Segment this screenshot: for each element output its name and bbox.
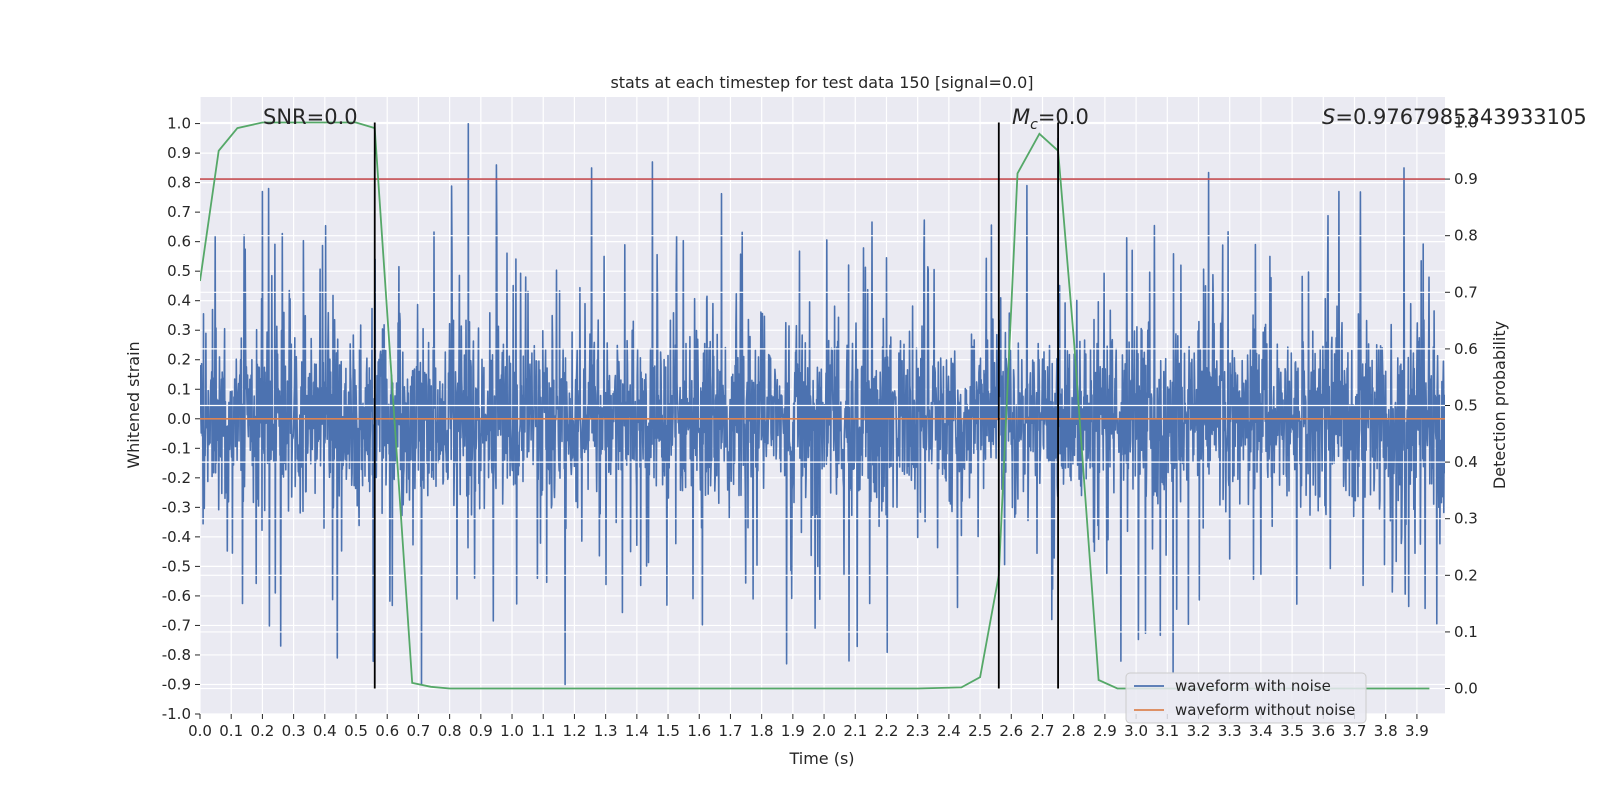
x-tick-label: 2.4 bbox=[937, 722, 961, 740]
y-tick-label: -0.3 bbox=[162, 498, 191, 516]
y-tick-label: 0.8 bbox=[167, 174, 191, 192]
x-tick-label: 3.6 bbox=[1311, 722, 1335, 740]
y-tick-label: 0.7 bbox=[167, 203, 191, 221]
x-tick-label: 2.8 bbox=[1062, 722, 1086, 740]
x-tick-label: 3.5 bbox=[1280, 722, 1304, 740]
y2-tick-label: 0.9 bbox=[1454, 170, 1478, 188]
y-tick-label: -0.5 bbox=[162, 557, 191, 575]
x-axis-ticks: 0.0 0.1 0.2 0.3 0.4 0.5 0.6 0.7 0.8 0.9 1.0 1.1 1.2 1… bbox=[188, 714, 1429, 740]
x-tick-label: 2.0 bbox=[812, 722, 836, 740]
vertical-markers bbox=[373, 122, 1059, 689]
series-waveform-with-noise bbox=[200, 122, 1445, 686]
y-tick-label: -0.4 bbox=[162, 528, 191, 546]
annotation-mc-sub: c bbox=[1030, 117, 1038, 133]
x-tick-label: 1.1 bbox=[531, 722, 555, 740]
y2-axis-ticks: 0.0 0.1 0.2 0.3 0.4 0.5 0.6 0.7 0.8 0.9 1.0 bbox=[1445, 113, 1478, 698]
x-tick-label: 1.7 bbox=[719, 722, 743, 740]
x-tick-label: 2.5 bbox=[968, 722, 992, 740]
y-tick-label: 0.0 bbox=[167, 410, 191, 428]
x-tick-label: 0.9 bbox=[469, 722, 493, 740]
y-axis-label: Whitened strain bbox=[124, 341, 143, 468]
annotation-s: S=0.9767985343933105 bbox=[1322, 105, 1587, 129]
y2-tick-label: 0.2 bbox=[1454, 566, 1478, 584]
x-tick-label: 1.0 bbox=[500, 722, 524, 740]
series-detection-probability bbox=[200, 121, 1430, 690]
y2-tick-label: 0.1 bbox=[1454, 623, 1478, 641]
x-tick-label: 0.3 bbox=[282, 722, 306, 740]
y-tick-label: 1.0 bbox=[167, 115, 191, 133]
x-tick-label: 3.3 bbox=[1218, 722, 1242, 740]
x-tick-label: 2.1 bbox=[843, 722, 867, 740]
x-tick-label: 3.1 bbox=[1155, 722, 1179, 740]
legend: waveform with noise waveform without noi… bbox=[1125, 672, 1367, 724]
y2-tick-label: 0.3 bbox=[1454, 510, 1478, 528]
x-tick-label: 3.9 bbox=[1405, 722, 1429, 740]
x-tick-label: 3.2 bbox=[1187, 722, 1211, 740]
x-tick-label: 0.6 bbox=[375, 722, 399, 740]
x-tick-label: 1.3 bbox=[594, 722, 618, 740]
x-tick-label: 0.1 bbox=[219, 722, 243, 740]
y2-tick-label: 0.6 bbox=[1454, 340, 1478, 358]
y2-axis-label: Detection probability bbox=[1490, 321, 1509, 489]
y-tick-label: 0.5 bbox=[167, 262, 191, 280]
y2-gridlines bbox=[200, 121, 1445, 690]
x-tick-label: 0.7 bbox=[406, 722, 430, 740]
y2-tick-label: 1.0 bbox=[1454, 113, 1478, 131]
x-tick-label: 2.3 bbox=[906, 722, 930, 740]
y-tick-label: 0.1 bbox=[167, 380, 191, 398]
x-axis-label: Time (s) bbox=[788, 749, 854, 768]
y2-tick-label: 0.4 bbox=[1454, 453, 1478, 471]
legend-label-waveform-without-noise: waveform without noise bbox=[1175, 701, 1355, 719]
y-tick-label: 0.9 bbox=[167, 144, 191, 162]
x-tick-label: 1.2 bbox=[563, 722, 587, 740]
x-tick-label: 0.8 bbox=[438, 722, 462, 740]
x-tick-label: 0.5 bbox=[344, 722, 368, 740]
x-tick-label: 2.6 bbox=[999, 722, 1023, 740]
y2-tick-label: 0.7 bbox=[1454, 283, 1478, 301]
legend-label-waveform-with-noise: waveform with noise bbox=[1175, 677, 1331, 695]
annotation-snr: SNR=0.0 bbox=[263, 105, 358, 129]
x-tick-label: 0.2 bbox=[250, 722, 274, 740]
y-tick-label: -0.9 bbox=[162, 675, 191, 693]
x-tick-label: 2.2 bbox=[875, 722, 899, 740]
y-tick-label: 0.6 bbox=[167, 233, 191, 251]
y2-tick-label: 0.0 bbox=[1454, 680, 1478, 698]
x-tick-label: 2.7 bbox=[1031, 722, 1055, 740]
x-tick-label: 2.9 bbox=[1093, 722, 1117, 740]
y-axis-ticks: -1.0 -0.9 -0.8 -0.7 -0.6 -0.5 -0.4 -0.3 -0.2 -0.1… bbox=[162, 115, 200, 723]
x-tick-label: 1.5 bbox=[656, 722, 680, 740]
x-tick-label: 1.8 bbox=[750, 722, 774, 740]
x-tick-label: 0.4 bbox=[313, 722, 337, 740]
annotation-s-value: =0.9767985343933105 bbox=[1335, 105, 1586, 129]
y-tick-label: -0.2 bbox=[162, 469, 191, 487]
x-tick-label: 1.9 bbox=[781, 722, 805, 740]
x-tick-label: 1.6 bbox=[687, 722, 711, 740]
x-tick-label: 3.8 bbox=[1374, 722, 1398, 740]
x-tick-label: 0.0 bbox=[188, 722, 212, 740]
annotation-mc-base: M bbox=[1012, 105, 1030, 129]
x-tick-label: 3.0 bbox=[1124, 722, 1148, 740]
y-tick-label: -0.6 bbox=[162, 587, 191, 605]
y-tick-label: -0.7 bbox=[162, 616, 191, 634]
legend-box bbox=[1125, 672, 1367, 724]
y2-tick-label: 0.5 bbox=[1454, 397, 1478, 415]
annotation-chirp-mass: Mc=0.0 bbox=[1012, 105, 1089, 133]
y2-tick-label: 0.8 bbox=[1454, 227, 1478, 245]
y-tick-label: -0.8 bbox=[162, 646, 191, 664]
x-tick-label: 3.4 bbox=[1249, 722, 1273, 740]
y-tick-label: -1.0 bbox=[162, 705, 191, 723]
y-tick-label: 0.2 bbox=[167, 351, 191, 369]
annotation-s-symbol: S bbox=[1322, 105, 1335, 129]
annotation-mc-value: =0.0 bbox=[1038, 105, 1089, 129]
y-tick-label: -0.1 bbox=[162, 439, 191, 457]
x-tick-label: 1.4 bbox=[625, 722, 649, 740]
y-tick-label: 0.3 bbox=[167, 321, 191, 339]
chart-title: stats at each timestep for test data 150… bbox=[610, 73, 1033, 92]
x-tick-label: 3.7 bbox=[1343, 722, 1367, 740]
y-tick-label: 0.4 bbox=[167, 292, 191, 310]
